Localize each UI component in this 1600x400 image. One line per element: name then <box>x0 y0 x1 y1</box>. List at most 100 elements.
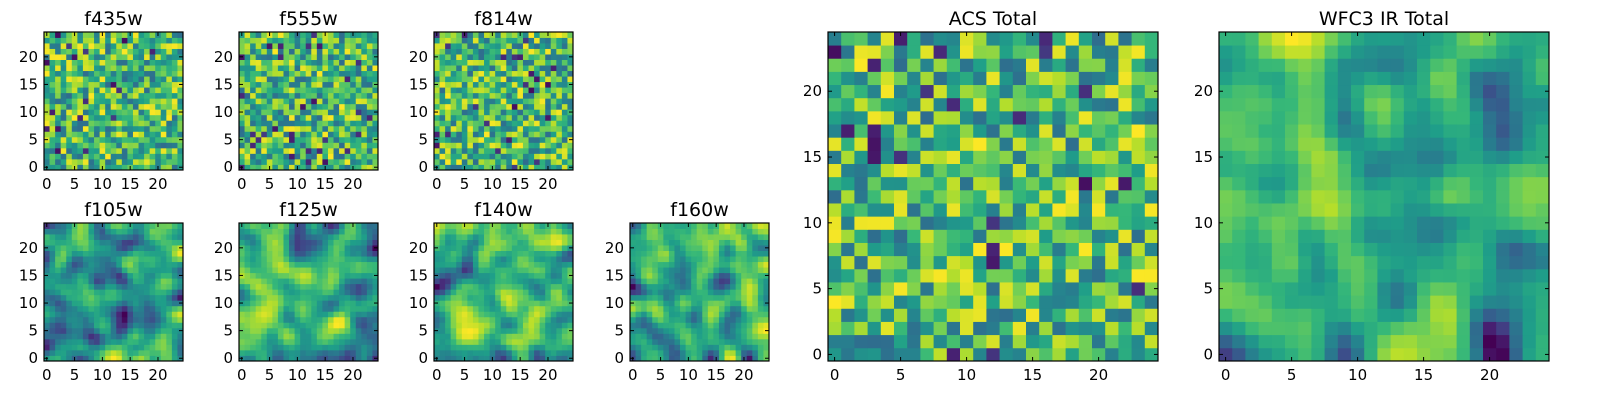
heatmap-cell <box>294 92 301 99</box>
heatmap-cell <box>456 305 463 312</box>
heatmap-cell <box>149 164 156 171</box>
heatmap-cell <box>556 158 563 165</box>
heatmap-cell <box>867 163 882 178</box>
heatmap-cell <box>907 295 921 309</box>
heatmap-cell <box>366 311 373 318</box>
heatmap-cell <box>372 223 379 229</box>
heatmap-cell <box>707 278 714 285</box>
heatmap-cell <box>82 305 89 312</box>
heatmap-cell <box>854 295 868 309</box>
heatmap-cell <box>539 81 546 88</box>
heatmap-cell <box>663 239 670 246</box>
heatmap-cell <box>1012 242 1027 257</box>
heatmap-cell <box>138 333 145 340</box>
heatmap-cell <box>49 131 56 138</box>
heatmap-cell <box>1026 242 1040 257</box>
heatmap-cell <box>461 344 468 351</box>
heatmap-cell <box>160 316 167 323</box>
heatmap-cell <box>361 355 368 362</box>
heatmap-cell <box>663 349 670 356</box>
heatmap-cell <box>82 76 89 83</box>
heatmap-cell <box>539 234 546 240</box>
heatmap-cell <box>986 282 1000 296</box>
heatmap-cell <box>272 81 279 88</box>
heatmap-cell <box>489 316 496 323</box>
heatmap-cell <box>561 37 568 44</box>
heatmap-cell <box>160 65 167 72</box>
heatmap-cell <box>1012 334 1027 349</box>
heatmap-cell <box>289 338 295 345</box>
heatmap-cell <box>300 103 307 110</box>
heatmap-cell <box>450 65 457 72</box>
heatmap-cell <box>105 131 112 138</box>
heatmap-cell <box>450 355 457 362</box>
heatmap-cell <box>127 327 134 334</box>
heatmap-cell <box>567 344 574 351</box>
heatmap-cell <box>250 158 257 165</box>
heatmap-cell <box>960 229 974 243</box>
heatmap-cell <box>366 142 373 149</box>
heatmap-cell <box>506 261 513 268</box>
heatmap-cell <box>828 295 842 309</box>
heatmap-cell <box>244 92 251 99</box>
heatmap-cell <box>489 136 496 143</box>
heatmap-cell <box>960 163 974 178</box>
heatmap-cell <box>439 322 446 329</box>
heatmap-cell <box>517 76 524 83</box>
heatmap-cell <box>339 261 346 268</box>
heatmap-cell <box>132 158 139 165</box>
heatmap-cell <box>144 147 151 154</box>
heatmap-cell <box>294 250 301 257</box>
heatmap-cell <box>534 65 541 72</box>
heatmap-cell <box>272 120 279 127</box>
heatmap-cell <box>1105 282 1119 296</box>
heatmap-cell <box>350 239 357 246</box>
heatmap-cell <box>311 234 318 240</box>
heatmap-cell <box>517 158 524 165</box>
heatmap-cell <box>66 250 73 257</box>
heatmap-cell <box>71 239 78 246</box>
heatmap-cell <box>757 289 764 296</box>
heatmap-cell <box>94 136 100 143</box>
heatmap-cell <box>539 37 546 44</box>
heatmap-cell <box>266 294 273 301</box>
heatmap-cell <box>484 294 490 301</box>
heatmap-cell <box>461 87 468 94</box>
heatmap-cell <box>506 136 513 143</box>
heatmap-cell <box>735 289 742 296</box>
heatmap-cell <box>121 239 128 246</box>
heatmap-cell <box>366 261 373 268</box>
heatmap-cell <box>696 283 703 290</box>
heatmap-cell <box>456 239 463 246</box>
heatmap-cell <box>77 239 84 246</box>
heatmap-cell <box>545 294 552 301</box>
heatmap-cell <box>160 300 167 307</box>
heatmap-cell <box>528 349 535 356</box>
heatmap-cell <box>372 87 379 94</box>
heatmap-cell <box>311 65 318 72</box>
heatmap-cell <box>663 278 670 285</box>
heatmap-cell <box>1131 163 1146 178</box>
heatmap-cell <box>456 92 463 99</box>
heatmap-cell <box>472 54 479 60</box>
heatmap-cell <box>71 153 78 160</box>
heatmap-cell <box>99 234 106 240</box>
heatmap-cell <box>94 92 100 99</box>
heatmap-cell <box>500 289 507 296</box>
heatmap-cell <box>138 239 145 246</box>
heatmap-cell <box>99 294 106 301</box>
heatmap-cell <box>484 283 490 290</box>
heatmap-cell <box>60 250 67 257</box>
heatmap-cell <box>77 300 84 307</box>
heatmap-cell <box>467 54 474 60</box>
heatmap-cell <box>478 142 485 149</box>
heatmap-cell <box>305 267 312 274</box>
heatmap-cell <box>339 333 346 340</box>
heatmap-cell <box>327 278 334 285</box>
heatmap-cell <box>439 114 446 121</box>
heatmap-cell <box>361 327 368 334</box>
heatmap-cell <box>366 92 373 99</box>
heatmap-cell <box>724 338 731 345</box>
heatmap-cell <box>561 239 568 246</box>
